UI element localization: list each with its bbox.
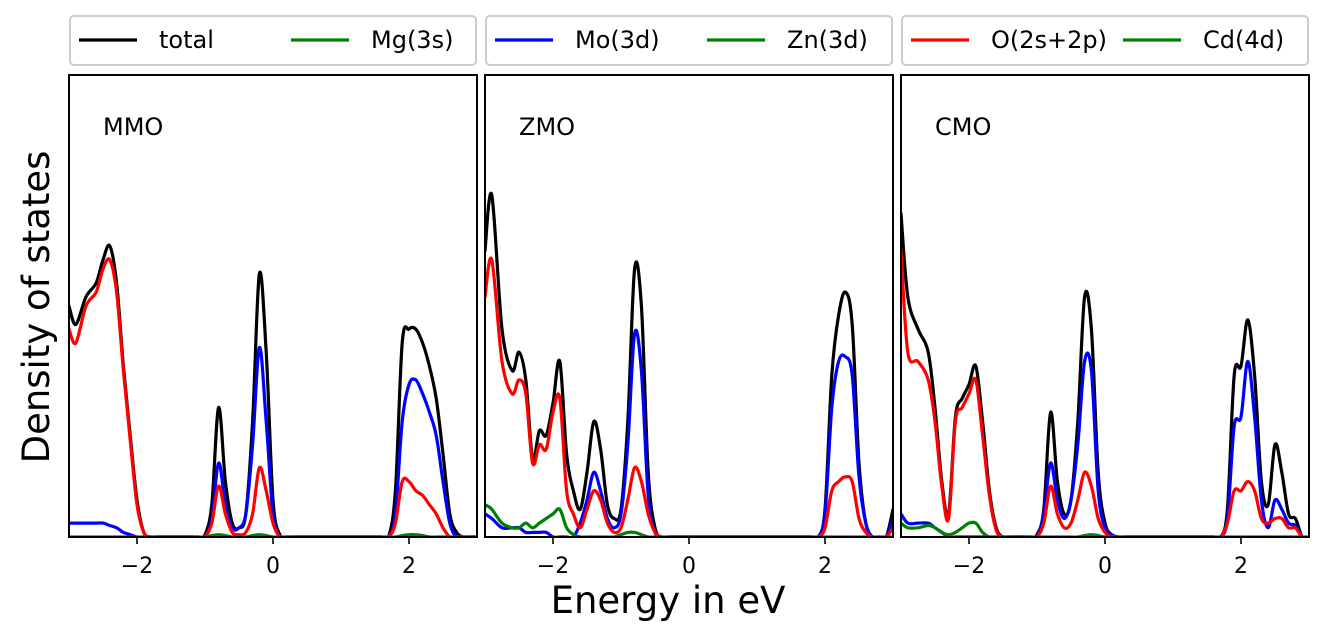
series-line-total <box>901 212 1309 537</box>
panel-label: CMO <box>935 113 991 141</box>
x-tick-label: 0 <box>682 554 696 579</box>
legend-entry-label: Mo(3d) <box>575 26 660 54</box>
axes-frame <box>68 74 478 538</box>
legend: Mo(3d) Zn(3d) <box>485 15 893 66</box>
legend-frame <box>485 15 893 66</box>
panels-group: −2 0 2 MMO total Mg(3s) −2 0 2 ZMO Mo(3d) Zn(3d) −2 0… <box>68 15 1310 579</box>
x-tick-label: −2 <box>121 554 153 579</box>
panel-zmo: −2 0 2 ZMO Mo(3d) Zn(3d) <box>484 15 894 579</box>
x-tick-label: 0 <box>266 554 280 579</box>
legend-entry-label: O(2s+2p) <box>991 26 1107 54</box>
x-tick-label: 0 <box>1098 554 1112 579</box>
series-line-o-2s-2p <box>69 257 477 537</box>
series-line-o-2s-2p <box>485 256 893 537</box>
series-line-cd-4d <box>901 520 1309 537</box>
series-line-mo-3d <box>901 351 1309 537</box>
x-tick-label: 2 <box>1234 554 1248 579</box>
series-line-mo-3d <box>485 328 893 537</box>
x-tick-label: −2 <box>537 554 569 579</box>
axes-frame <box>484 74 894 538</box>
series-line-o-2s-2p <box>901 249 1309 537</box>
legend-entry-label: total <box>159 26 214 54</box>
panel-label: MMO <box>103 113 163 141</box>
panel-mmo: −2 0 2 MMO total Mg(3s) <box>68 15 478 579</box>
x-tick-label: 2 <box>818 554 832 579</box>
curves <box>485 191 893 537</box>
curves <box>901 212 1309 537</box>
x-axis-title: Energy in eV <box>551 579 786 622</box>
curves <box>69 243 477 537</box>
panel-cmo: −2 0 2 CMO O(2s+2p) Cd(4d) <box>900 15 1310 579</box>
series-line-mg-3s <box>69 532 477 537</box>
panel-label: ZMO <box>519 113 575 141</box>
legend: O(2s+2p) Cd(4d) <box>901 15 1309 66</box>
y-axis-title: Density of states <box>15 151 58 464</box>
legend-entry-label: Mg(3s) <box>371 26 453 54</box>
axes-frame <box>900 74 1310 538</box>
legend-frame <box>901 15 1309 66</box>
x-tick-label: −2 <box>953 554 985 579</box>
x-tick-label: 2 <box>402 554 416 579</box>
series-line-zn-3d <box>485 503 893 537</box>
legend: total Mg(3s) <box>69 15 477 66</box>
legend-entry-label: Zn(3d) <box>787 26 868 54</box>
legend-frame <box>69 15 477 66</box>
legend-entry-label: Cd(4d) <box>1203 26 1284 54</box>
